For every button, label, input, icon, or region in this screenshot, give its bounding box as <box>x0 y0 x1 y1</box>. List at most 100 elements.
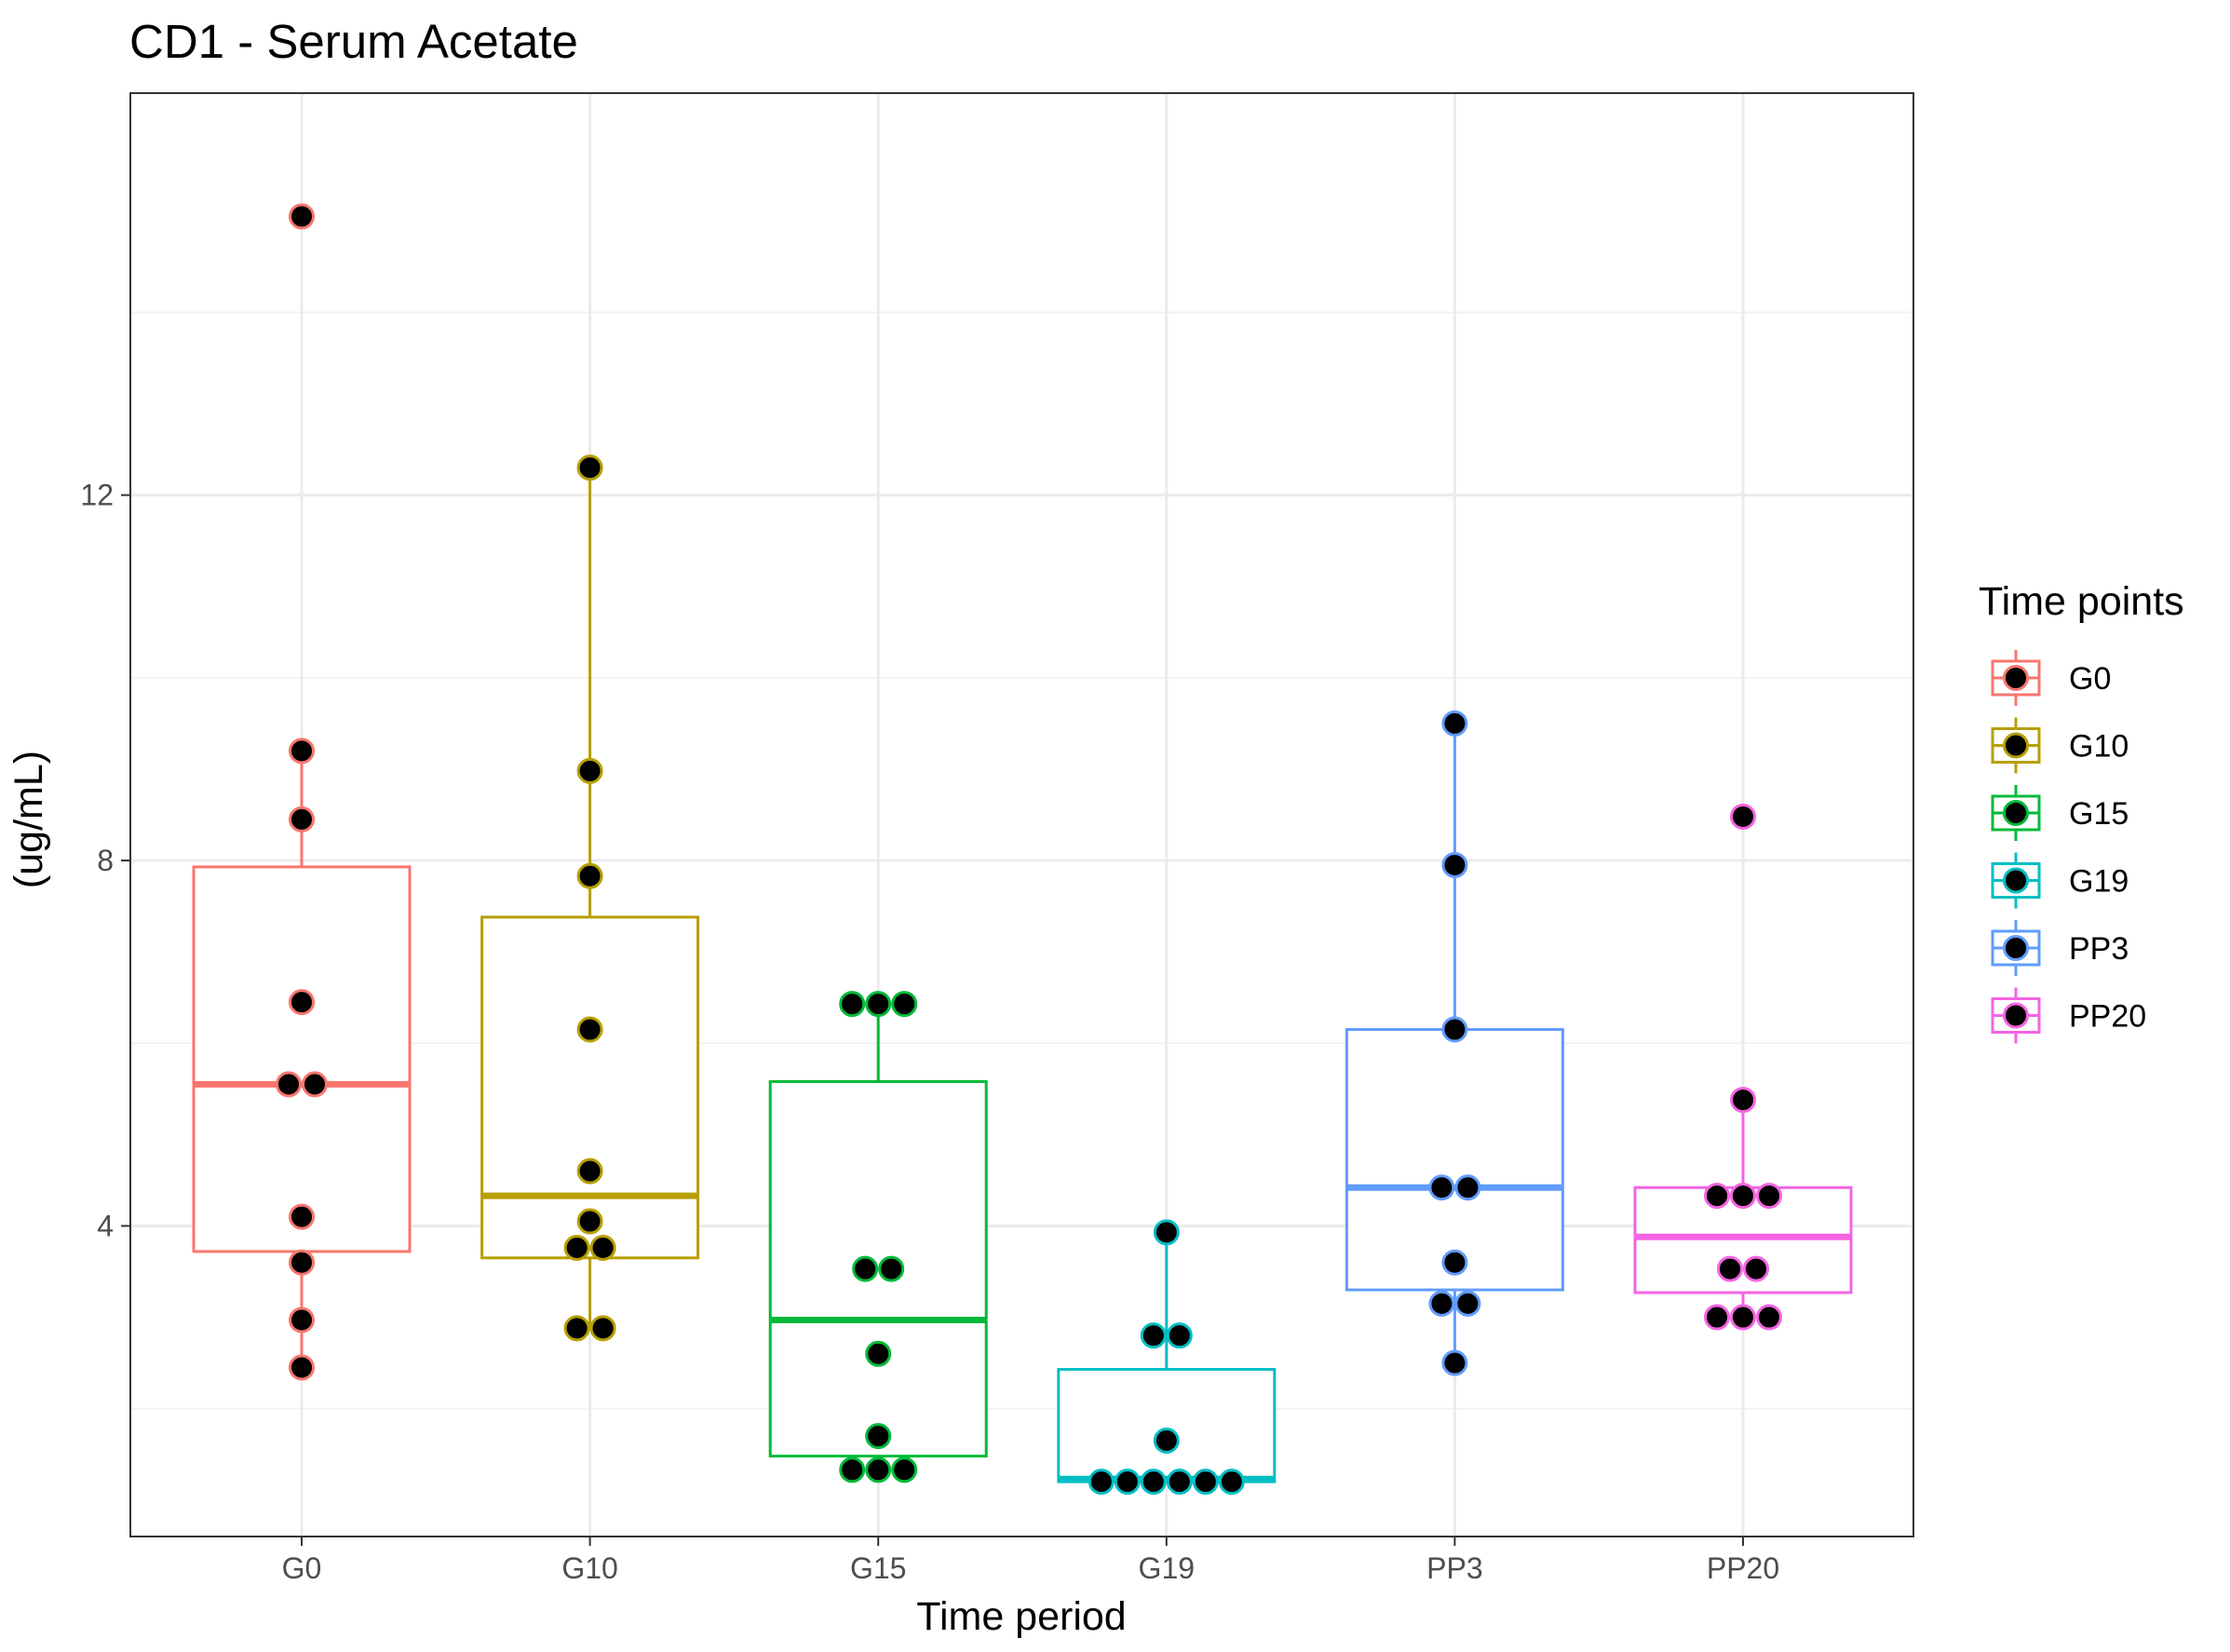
plot-panel-border <box>129 92 1914 1537</box>
legend-key-point <box>2003 935 2029 961</box>
legend-label: PP3 <box>2069 931 2129 967</box>
data-point-g19 <box>1140 1469 1167 1496</box>
box-iqr <box>1345 1028 1564 1292</box>
data-point-g15 <box>839 1456 866 1483</box>
x-tick-label: G15 <box>850 1551 906 1585</box>
data-point-pp3 <box>1441 1249 1468 1276</box>
data-point-pp3 <box>1454 1174 1481 1201</box>
data-point-pp3 <box>1428 1290 1455 1317</box>
data-point-g15 <box>891 991 918 1018</box>
data-point-g10 <box>576 862 603 889</box>
data-point-g15 <box>891 1456 918 1483</box>
data-point-g10 <box>589 1235 616 1261</box>
data-point-pp20 <box>1743 1255 1769 1282</box>
data-point-g19 <box>1114 1469 1141 1496</box>
data-point-g15 <box>865 1456 892 1483</box>
y-tick-label: 12 <box>80 479 114 512</box>
legend-label: PP20 <box>2069 999 2146 1035</box>
data-point-g0 <box>289 1307 315 1334</box>
legend-item-g19: G19 <box>1991 852 2129 909</box>
chart-title: CD1 - Serum Acetate <box>129 15 578 68</box>
legend-key-point <box>2003 665 2029 691</box>
data-point-g0 <box>289 738 315 765</box>
data-point-g19 <box>1140 1322 1167 1349</box>
box-iqr <box>480 915 700 1260</box>
data-point-g10 <box>576 454 603 481</box>
x-axis-title: Time period <box>916 1594 1126 1639</box>
data-point-g19 <box>1166 1469 1193 1496</box>
data-point-pp20 <box>1730 1087 1756 1114</box>
legend-item-pp3: PP3 <box>1991 920 2129 976</box>
legend-key-point <box>2003 732 2029 759</box>
y-tick-label: 8 <box>97 844 114 877</box>
data-point-pp3 <box>1441 851 1468 878</box>
data-point-pp3 <box>1454 1290 1481 1317</box>
data-point-g19 <box>1153 1427 1180 1454</box>
data-point-g0 <box>289 989 315 1016</box>
legend-key-point <box>2003 800 2029 826</box>
data-point-pp20 <box>1730 803 1756 830</box>
data-point-pp20 <box>1756 1183 1782 1210</box>
legend-key-point <box>2003 1002 2029 1029</box>
box-g15 <box>768 1004 988 1470</box>
x-tick-label: PP20 <box>1707 1551 1779 1585</box>
data-point-g15 <box>865 1340 892 1367</box>
data-point-g19 <box>1166 1322 1193 1349</box>
data-point-pp20 <box>1756 1304 1782 1331</box>
legend-label: G19 <box>2069 864 2129 900</box>
data-point-g10 <box>576 1158 603 1185</box>
data-point-pp3 <box>1441 1016 1468 1043</box>
box-g10 <box>480 467 700 1329</box>
data-point-g10 <box>576 1208 603 1235</box>
data-point-g0 <box>302 1071 328 1098</box>
data-point-pp3 <box>1441 1349 1468 1376</box>
y-tick-label: 4 <box>97 1209 114 1242</box>
data-point-pp3 <box>1428 1174 1455 1201</box>
legend-item-g0: G0 <box>1991 650 2111 706</box>
data-point-pp20 <box>1704 1304 1730 1331</box>
x-tick-label: G19 <box>1139 1551 1195 1585</box>
data-point-g19 <box>1192 1469 1219 1496</box>
box-plot-series <box>192 467 1853 1483</box>
axes: 4 8 12 G0 G10 G15 G19 PP3 PP20 <box>80 479 1779 1585</box>
data-point-g19 <box>1218 1469 1245 1496</box>
data-point-g10 <box>576 1016 603 1043</box>
data-point-g10 <box>563 1235 590 1261</box>
data-point-g10 <box>589 1315 616 1342</box>
data-point-g0 <box>289 806 315 833</box>
data-point-g15 <box>852 1255 879 1282</box>
box-iqr <box>1057 1367 1277 1483</box>
data-point-pp3 <box>1441 710 1468 737</box>
x-tick-label: G10 <box>561 1551 617 1585</box>
data-point-g0 <box>289 203 315 230</box>
box-iqr <box>192 865 412 1253</box>
box-g0 <box>192 751 412 1368</box>
legend-title: Time points <box>1979 579 2184 624</box>
legend-label: G15 <box>2069 796 2129 832</box>
legend: Time points G0 G10 G15 G19 PP3 PP20 <box>1979 579 2184 1044</box>
data-point-g0 <box>276 1071 302 1098</box>
legend-label: G10 <box>2069 729 2129 765</box>
grid-lines <box>130 93 1913 1537</box>
data-point-g15 <box>865 1423 892 1450</box>
data-points <box>276 203 1782 1496</box>
data-point-pp20 <box>1730 1183 1756 1210</box>
data-point-g19 <box>1153 1219 1180 1246</box>
data-point-g10 <box>563 1315 590 1342</box>
data-point-g10 <box>576 757 603 784</box>
legend-label: G0 <box>2069 661 2111 697</box>
data-point-g0 <box>289 1249 315 1276</box>
x-tick-label: G0 <box>282 1551 322 1585</box>
data-point-pp20 <box>1730 1304 1756 1331</box>
data-point-g15 <box>878 1255 905 1282</box>
legend-item-g15: G15 <box>1991 785 2129 841</box>
data-point-g19 <box>1088 1469 1115 1496</box>
data-point-g0 <box>289 1203 315 1230</box>
legend-key-point <box>2003 867 2029 894</box>
x-tick-label: PP3 <box>1426 1551 1482 1585</box>
data-point-pp20 <box>1717 1255 1743 1282</box>
legend-item-g10: G10 <box>1991 717 2129 774</box>
data-point-g15 <box>865 991 892 1018</box>
y-axis-title: (ug/mL) <box>7 751 51 888</box>
